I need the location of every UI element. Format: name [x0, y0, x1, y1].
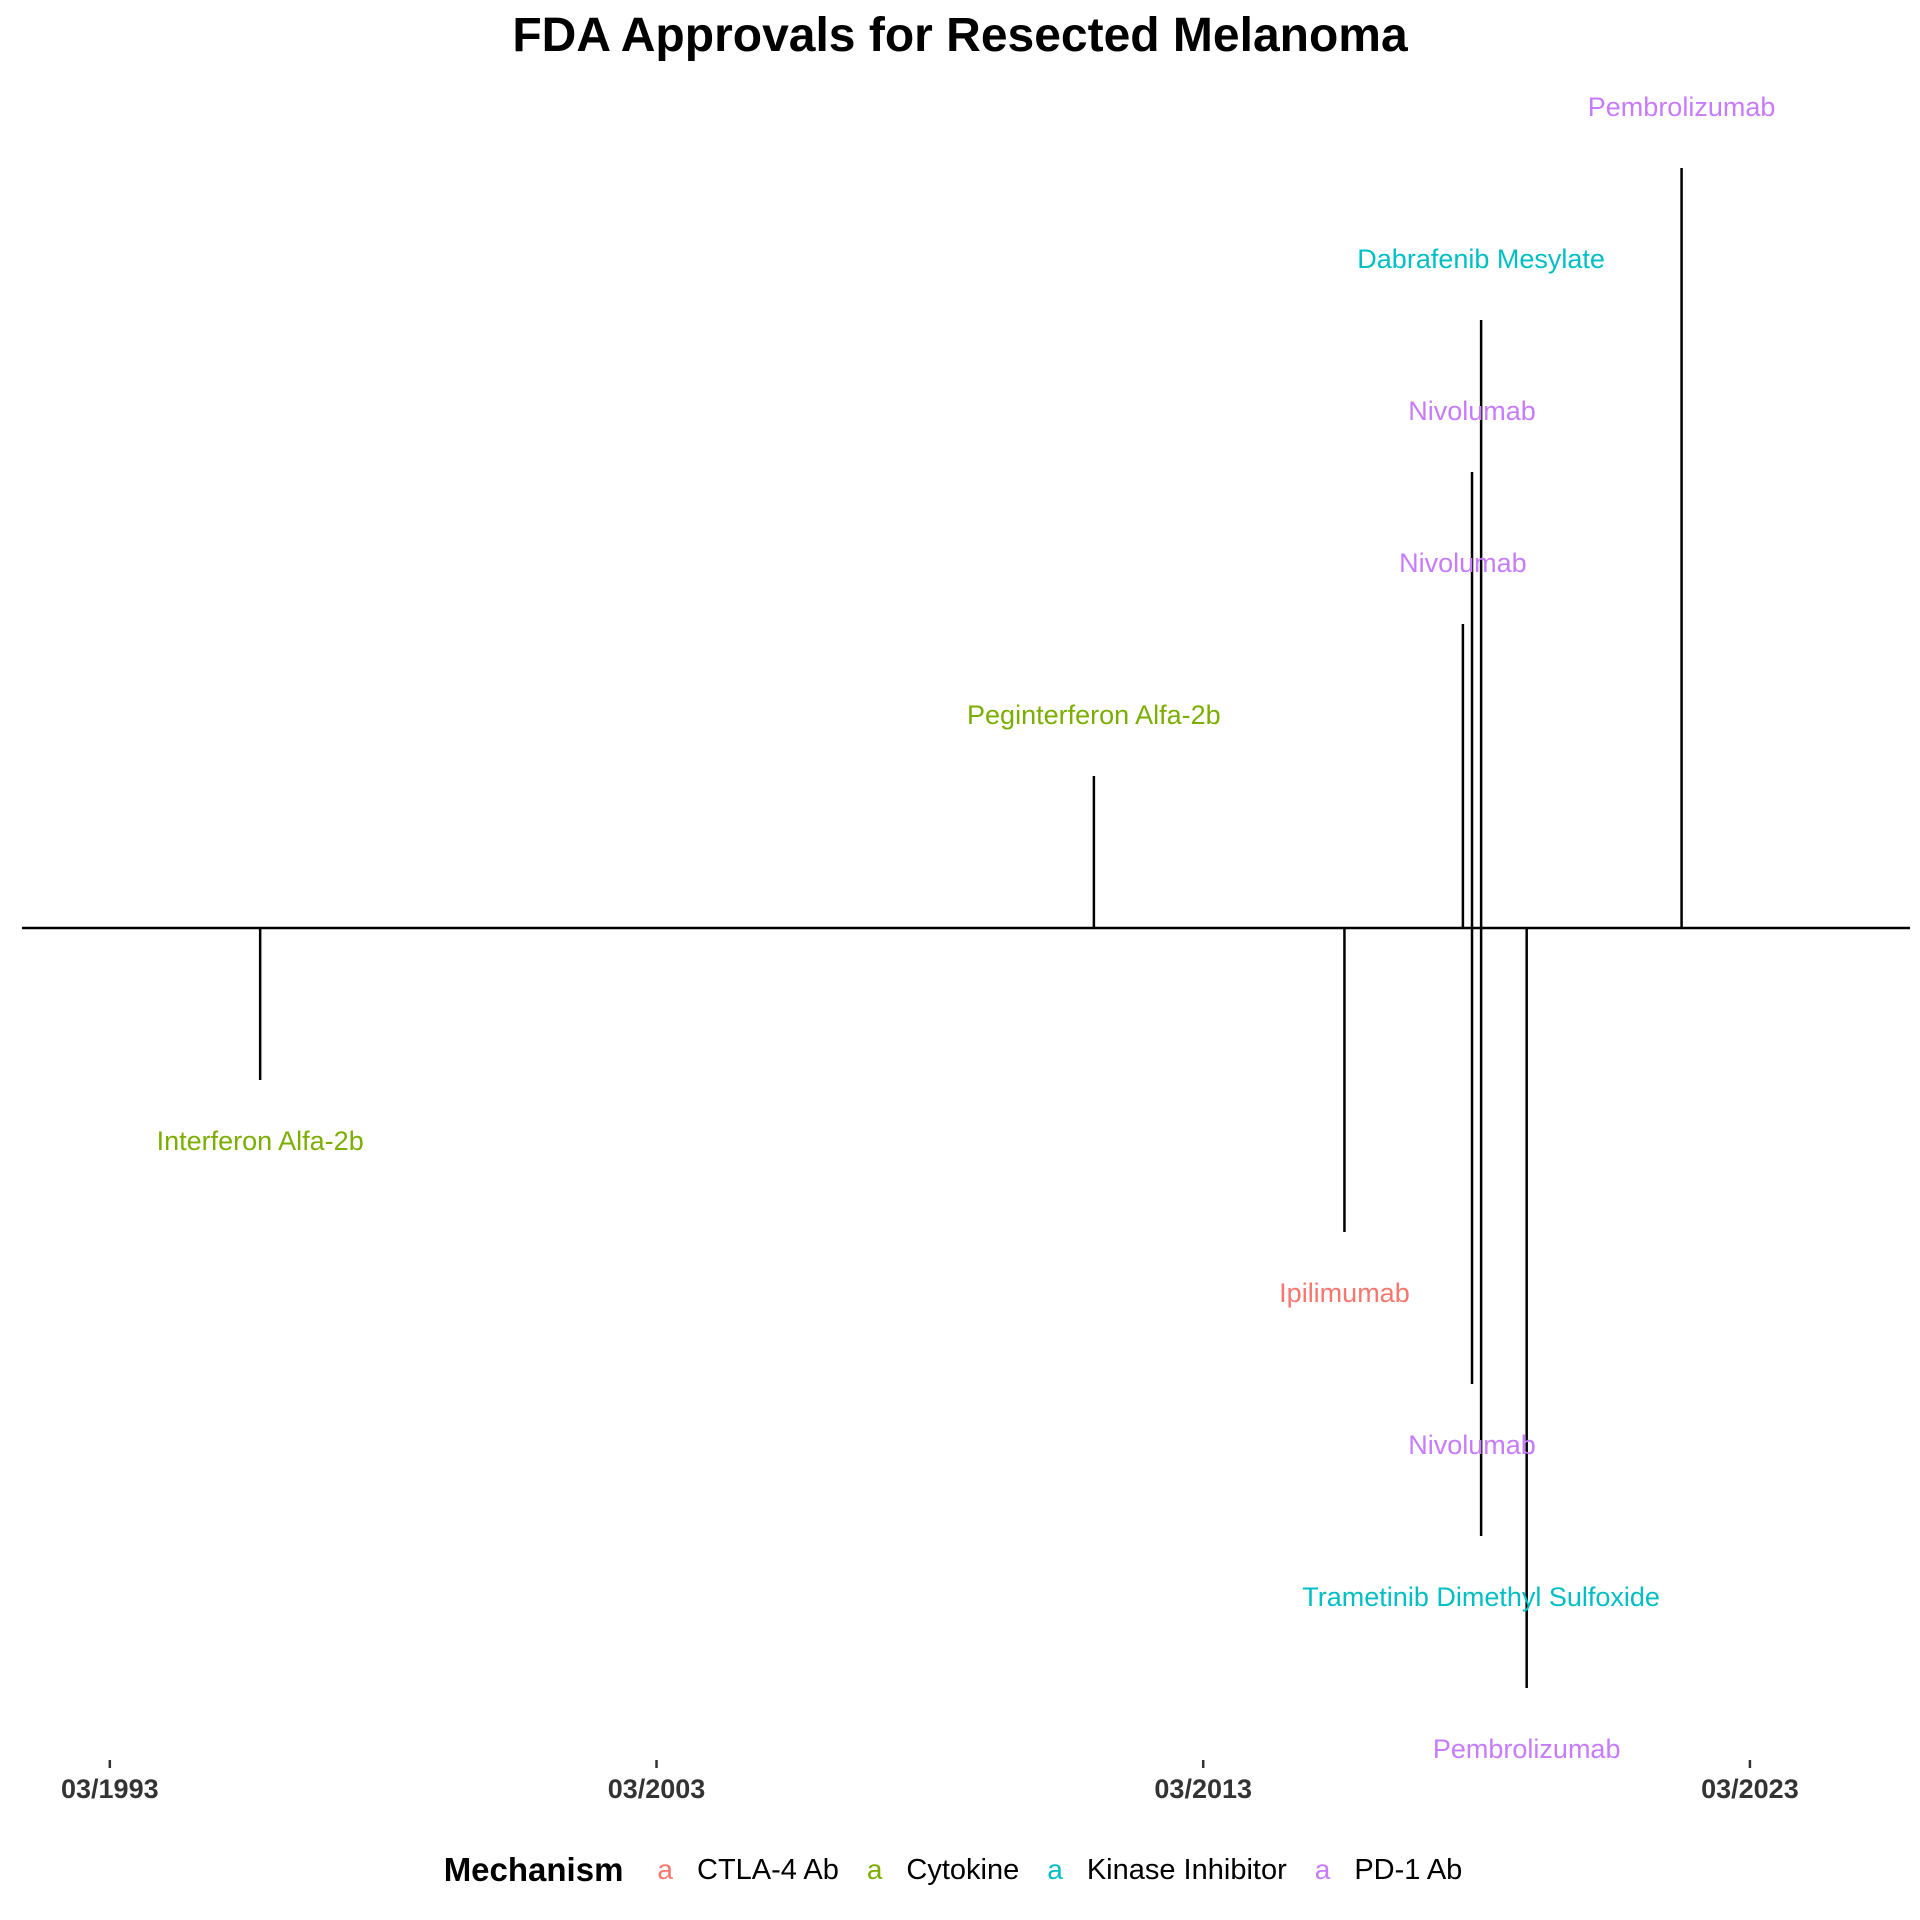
- event-label: Nivolumab: [1399, 548, 1527, 578]
- event-label: Pembrolizumab: [1433, 1734, 1621, 1764]
- event-label: Nivolumab: [1408, 1430, 1536, 1460]
- legend: Mechanism a CTLA-4 Ab a Cytokine a Kinas…: [0, 1840, 1920, 1900]
- event-label: Ipilimumab: [1279, 1278, 1410, 1308]
- x-axis: 03/1993 03/2003 03/2013 03/2023: [61, 1760, 1799, 1804]
- event-label: Trametinib Dimethyl Sulfoxide: [1302, 1582, 1660, 1612]
- chart-title: FDA Approvals for Resected Melanoma: [512, 9, 1408, 62]
- legend-title: Mechanism: [443, 1851, 624, 1888]
- legend-label: Kinase Inhibitor: [1086, 1853, 1287, 1886]
- legend-key: a: [657, 1854, 673, 1885]
- plot-area: Interferon Alfa-2b Peginterferon Alfa-2b I…: [22, 92, 1910, 1804]
- legend-key: a: [866, 1854, 883, 1885]
- x-tick-label: 03/2003: [608, 1774, 706, 1804]
- legend-label: PD-1 Ab: [1354, 1853, 1463, 1886]
- event-label: Peginterferon Alfa-2b: [967, 700, 1221, 730]
- legend-label: CTLA-4 Ab: [697, 1853, 839, 1886]
- legend-item-cytokine: a Cytokine: [867, 1854, 1019, 1887]
- event-label: Interferon Alfa-2b: [157, 1126, 364, 1156]
- event-label: Nivolumab: [1408, 396, 1536, 426]
- event-labels: Interferon Alfa-2b Peginterferon Alfa-2b I…: [157, 92, 1776, 1764]
- event-label: Dabrafenib Mesylate: [1357, 244, 1605, 274]
- legend-item-pd1: a PD-1 Ab: [1315, 1854, 1463, 1887]
- legend-label: Cytokine: [906, 1853, 1020, 1886]
- legend-key: a: [1047, 1854, 1063, 1885]
- event-stems: [258, 168, 1683, 1688]
- event-label: Pembrolizumab: [1588, 92, 1776, 122]
- x-tick-label: 03/2013: [1154, 1774, 1252, 1804]
- legend-key: a: [1314, 1854, 1331, 1885]
- legend-item-kinase-inhibitor: a Kinase Inhibitor: [1047, 1854, 1286, 1887]
- legend-item-ctla4: a CTLA-4 Ab: [657, 1854, 838, 1887]
- x-tick-label: 03/2023: [1701, 1774, 1799, 1804]
- x-tick-label: 03/1993: [61, 1774, 159, 1804]
